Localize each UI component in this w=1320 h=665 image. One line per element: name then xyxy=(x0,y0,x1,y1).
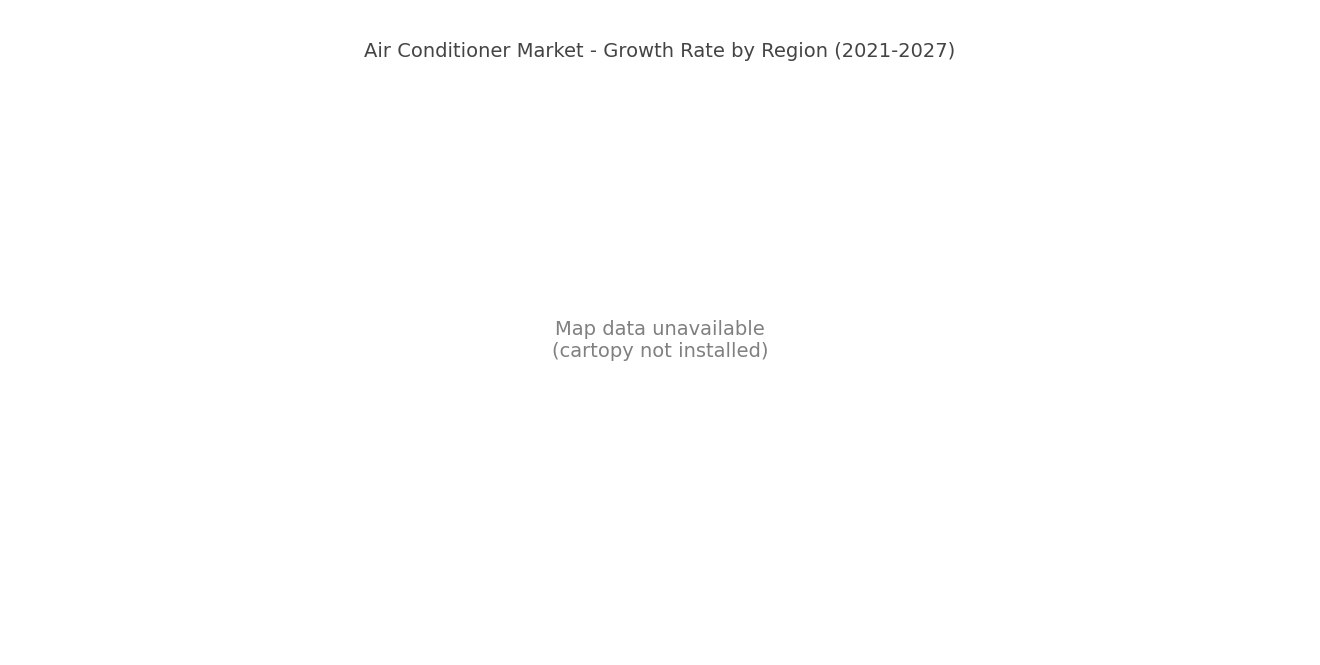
Text: Map data unavailable
(cartopy not installed): Map data unavailable (cartopy not instal… xyxy=(552,320,768,361)
Title: Air Conditioner Market - Growth Rate by Region (2021-2027): Air Conditioner Market - Growth Rate by … xyxy=(364,42,956,61)
